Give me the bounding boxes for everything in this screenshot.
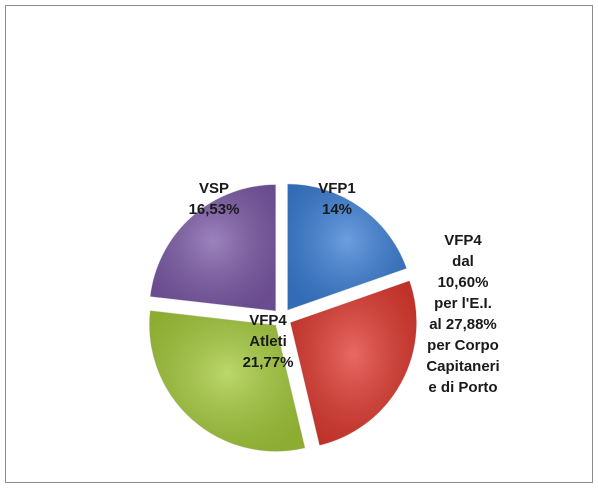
slice-label: VFP1 — [318, 180, 356, 197]
slice-label: VFP4 Atleti — [249, 312, 287, 350]
slice-shade — [149, 310, 306, 452]
slice-value-label: 16,53% — [189, 201, 240, 218]
slice-label: VSP — [199, 180, 229, 197]
slice-label: VFP4 dal 10,60% per l'E.I. al 27,88% per Corp… — [426, 232, 499, 396]
slice-value-label: 21,77% — [243, 354, 294, 371]
slice-value-label: 14% — [322, 201, 352, 218]
slice-shade — [149, 184, 277, 312]
slice-shade — [287, 183, 408, 311]
slice-shade — [289, 280, 417, 446]
